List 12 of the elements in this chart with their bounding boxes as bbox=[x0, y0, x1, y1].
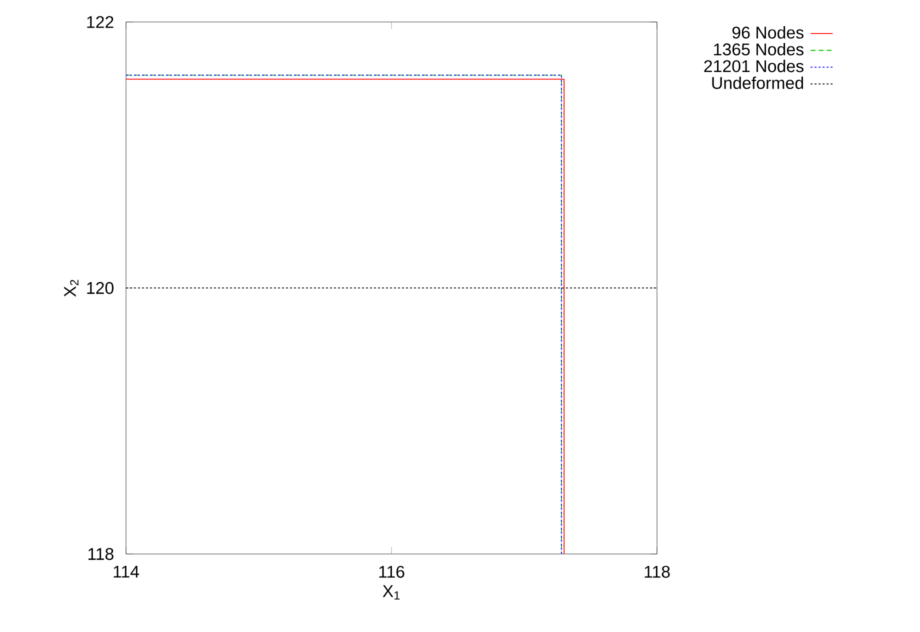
legend-label: 21201 Nodes bbox=[704, 60, 804, 72]
legend-label: 96 Nodes bbox=[732, 26, 804, 39]
legend-label: 1365 Nodes bbox=[714, 42, 804, 56]
x-tick-label: 114 bbox=[114, 566, 140, 578]
x-axis-title: X$_{1}$ bbox=[382, 585, 400, 600]
legend-label: Undeformed bbox=[712, 76, 804, 90]
x-tick-label: 116 bbox=[379, 566, 404, 578]
y-tick-label: 120 bbox=[87, 282, 114, 294]
y-axis-title: X$_{2}$ bbox=[64, 280, 78, 297]
y-tick-label: 118 bbox=[88, 548, 114, 560]
x-tick-label: 118 bbox=[644, 566, 670, 578]
y-tick-label: 122 bbox=[87, 16, 114, 28]
